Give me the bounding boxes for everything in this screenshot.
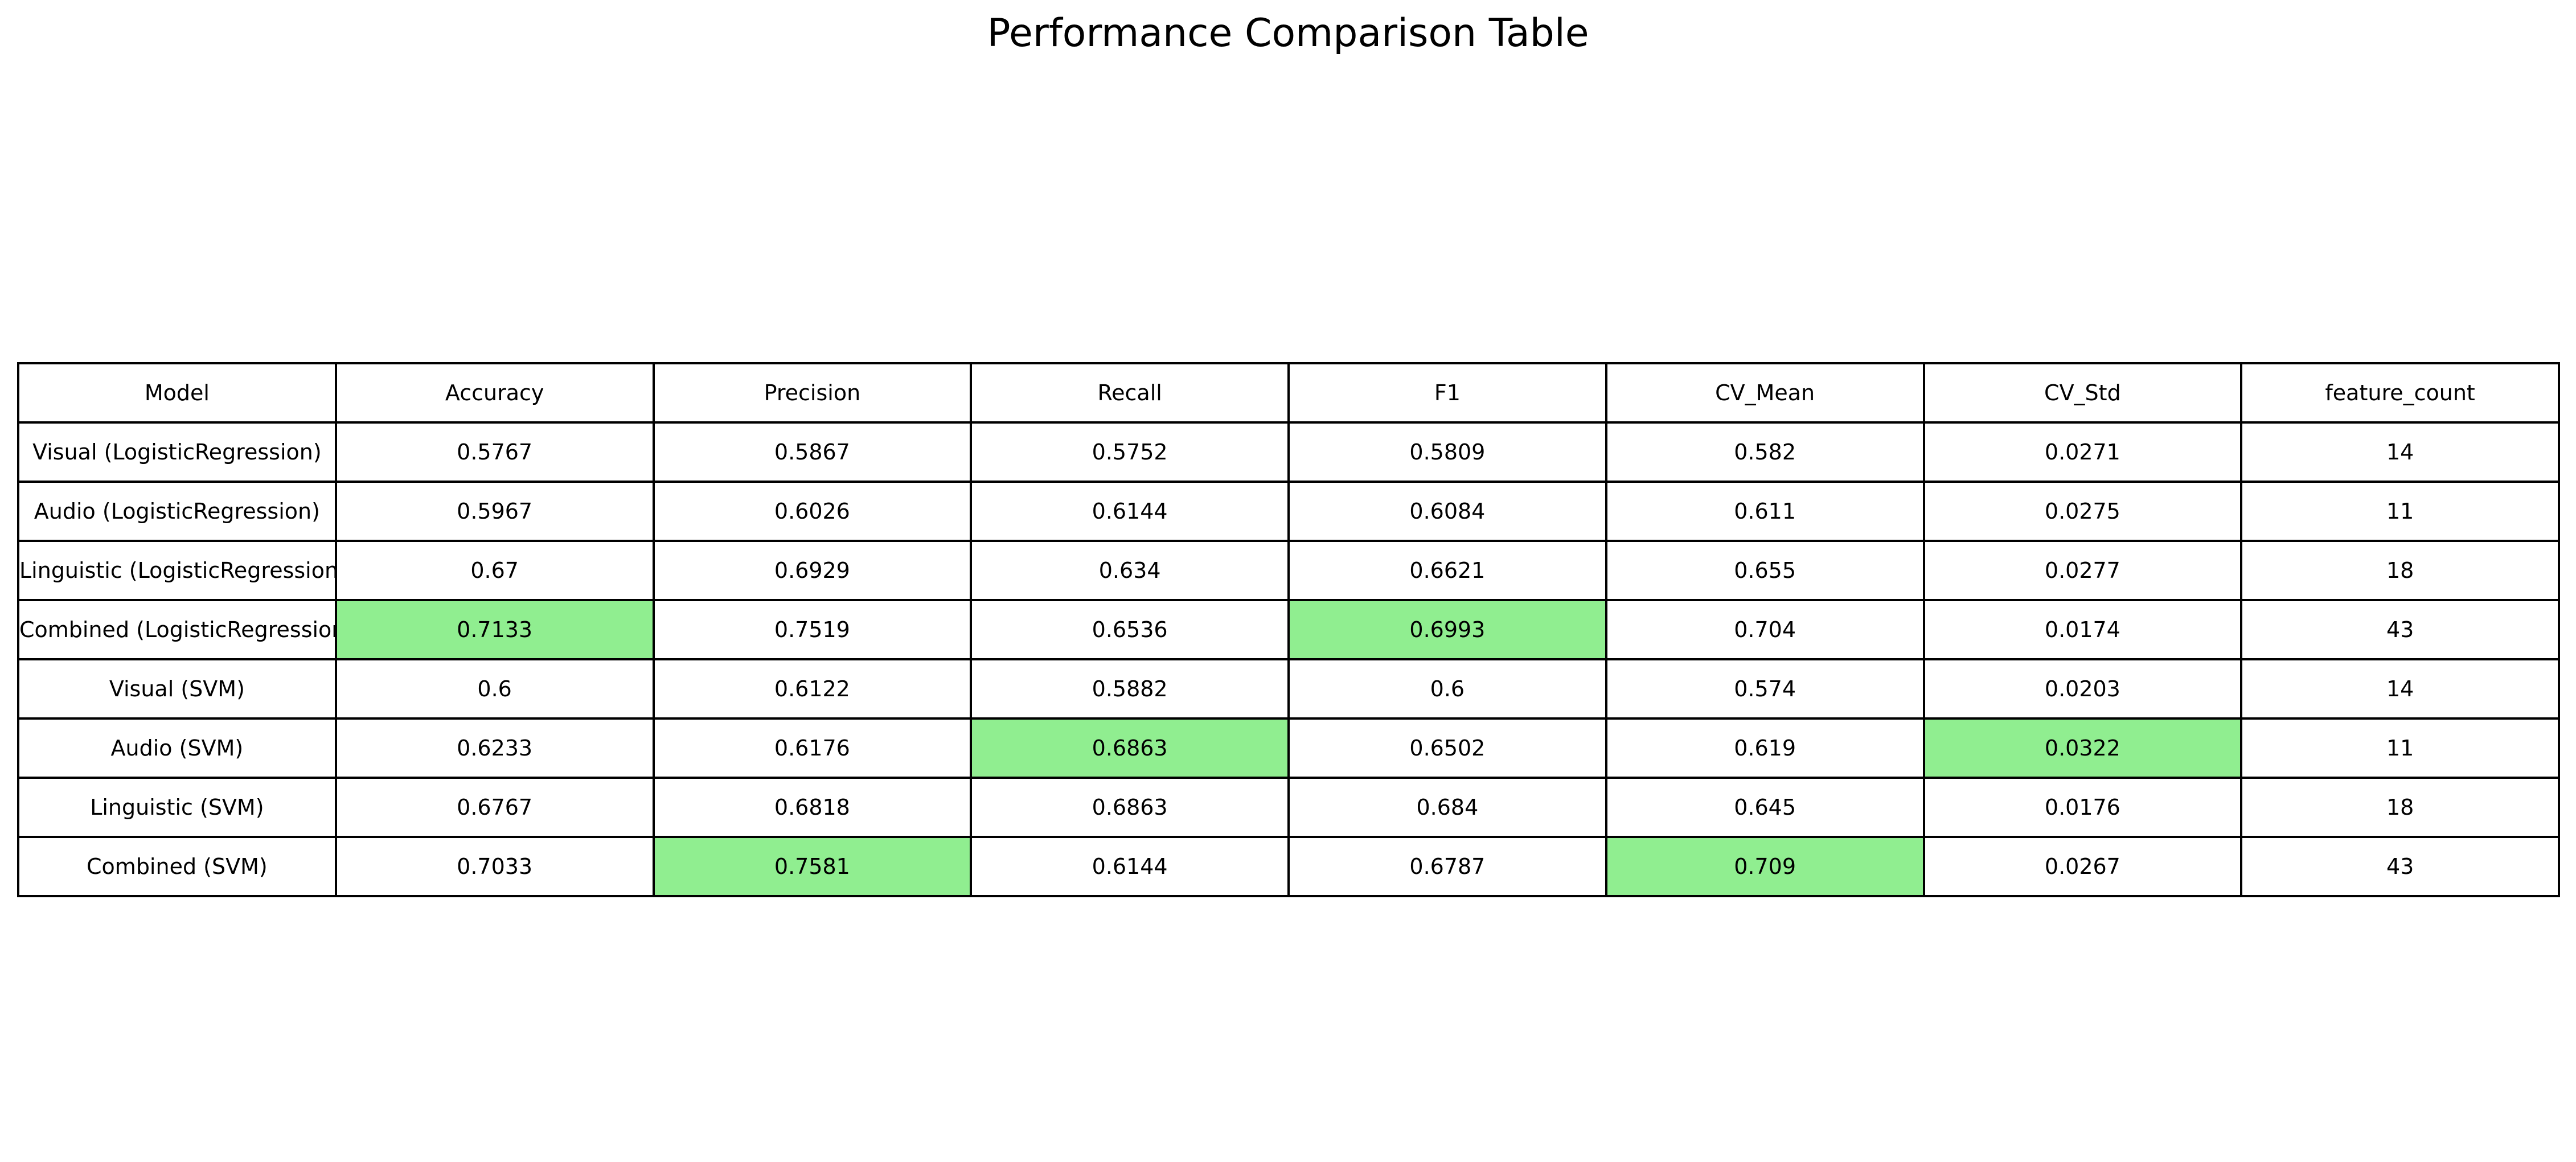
column-header: F1 — [1287, 362, 1607, 424]
value-cell: 18 — [2240, 540, 2560, 601]
table-row: Linguistic (SVM) 0.6767 0.6818 0.6863 0.684 0… — [17, 777, 2560, 838]
value-cell: 0.6767 — [334, 777, 655, 838]
column-header: CV_Std — [1922, 362, 2243, 424]
table-row: Visual (LogisticRegression) 0.5767 0.5867 0… — [17, 421, 2560, 483]
value-cell: 0.0176 — [1922, 777, 2243, 838]
value-cell: 0.0271 — [1922, 421, 2243, 483]
value-cell: 0.5867 — [652, 421, 973, 483]
table-body: Visual (LogisticRegression) 0.5767 0.5867 0… — [17, 421, 2560, 897]
value-cell: 14 — [2240, 421, 2560, 483]
value-cell: 0.0203 — [1922, 658, 2243, 720]
value-cell: 0.6536 — [970, 599, 1290, 660]
column-header: Model — [17, 362, 337, 424]
table-row: Audio (SVM) 0.6233 0.6176 0.6863 0.6502 0.619… — [17, 717, 2560, 779]
highlighted-value-cell: 0.0322 — [1922, 717, 2243, 779]
value-cell: 0.684 — [1287, 777, 1607, 838]
value-cell: 11 — [2240, 481, 2560, 542]
value-cell: 0.582 — [1605, 421, 1925, 483]
column-header: Recall — [970, 362, 1290, 424]
column-header: CV_Mean — [1605, 362, 1925, 424]
value-cell: 0.6176 — [652, 717, 973, 779]
table-row: Linguistic (LogisticRegression) 0.67 0.692… — [17, 540, 2560, 601]
value-cell: 0.6144 — [970, 836, 1290, 897]
value-cell: 0.6122 — [652, 658, 973, 720]
table-row: Audio (LogisticRegression) 0.5967 0.6026 0.… — [17, 481, 2560, 542]
value-cell: 0.5767 — [334, 421, 655, 483]
column-header: Accuracy — [334, 362, 655, 424]
model-name-cell: Linguistic (LogisticRegression) — [17, 540, 337, 601]
model-name-cell: Linguistic (SVM) — [17, 777, 337, 838]
value-cell: 43 — [2240, 599, 2560, 660]
value-cell: 0.5882 — [970, 658, 1290, 720]
value-cell: 0.6502 — [1287, 717, 1607, 779]
value-cell: 0.5809 — [1287, 421, 1607, 483]
model-name-cell: Audio (SVM) — [17, 717, 337, 779]
value-cell: 18 — [2240, 777, 2560, 838]
value-cell: 0.6818 — [652, 777, 973, 838]
value-cell: 0.6026 — [652, 481, 973, 542]
value-cell: 0.5752 — [970, 421, 1290, 483]
value-cell: 0.655 — [1605, 540, 1925, 601]
value-cell: 0.6621 — [1287, 540, 1607, 601]
highlighted-value-cell: 0.7133 — [334, 599, 655, 660]
table-row: Visual (SVM) 0.6 0.6122 0.5882 0.6 0.574 0.020… — [17, 658, 2560, 720]
model-name-cell: Combined (LogisticRegression) — [17, 599, 337, 660]
value-cell: 14 — [2240, 658, 2560, 720]
value-cell: 0.67 — [334, 540, 655, 601]
value-cell: 0.6 — [334, 658, 655, 720]
model-name-cell: Visual (SVM) — [17, 658, 337, 720]
value-cell: 0.0277 — [1922, 540, 2243, 601]
value-cell: 0.611 — [1605, 481, 1925, 542]
value-cell: 43 — [2240, 836, 2560, 897]
value-cell: 0.7033 — [334, 836, 655, 897]
value-cell: 0.574 — [1605, 658, 1925, 720]
column-header: feature_count — [2240, 362, 2560, 424]
value-cell: 0.0174 — [1922, 599, 2243, 660]
value-cell: 11 — [2240, 717, 2560, 779]
highlighted-value-cell: 0.709 — [1605, 836, 1925, 897]
column-header: Precision — [652, 362, 973, 424]
model-name-cell: Audio (LogisticRegression) — [17, 481, 337, 542]
value-cell: 0.0275 — [1922, 481, 2243, 542]
chart-title: Performance Comparison Table — [987, 11, 1589, 56]
value-cell: 0.6929 — [652, 540, 973, 601]
value-cell: 0.6144 — [970, 481, 1290, 542]
table-row: Combined (SVM) 0.7033 0.7581 0.6144 0.6787 0.… — [17, 836, 2560, 897]
value-cell: 0.5967 — [334, 481, 655, 542]
value-cell: 0.645 — [1605, 777, 1925, 838]
value-cell: 0.6233 — [334, 717, 655, 779]
table-header-row: Model Accuracy Precision Recall F1 CV_Mean CV_… — [17, 362, 2560, 424]
value-cell: 0.619 — [1605, 717, 1925, 779]
table-row: Combined (LogisticRegression) 0.7133 0.751… — [17, 599, 2560, 660]
performance-table: Model Accuracy Precision Recall F1 CV_Mean CV_… — [17, 362, 2560, 897]
highlighted-value-cell: 0.6863 — [970, 717, 1290, 779]
highlighted-value-cell: 0.7581 — [652, 836, 973, 897]
model-name-cell: Combined (SVM) — [17, 836, 337, 897]
value-cell: 0.704 — [1605, 599, 1925, 660]
value-cell: 0.0267 — [1922, 836, 2243, 897]
value-cell: 0.6787 — [1287, 836, 1607, 897]
value-cell: 0.7519 — [652, 599, 973, 660]
highlighted-value-cell: 0.6993 — [1287, 599, 1607, 660]
value-cell: 0.634 — [970, 540, 1290, 601]
value-cell: 0.6863 — [970, 777, 1290, 838]
value-cell: 0.6 — [1287, 658, 1607, 720]
value-cell: 0.6084 — [1287, 481, 1607, 542]
model-name-cell: Visual (LogisticRegression) — [17, 421, 337, 483]
